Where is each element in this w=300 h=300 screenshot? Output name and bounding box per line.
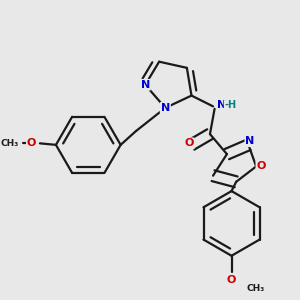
Text: CH₃: CH₃ [0, 139, 18, 148]
Text: -H: -H [224, 100, 236, 110]
Text: O: O [227, 275, 236, 285]
Text: N: N [245, 136, 255, 146]
Text: N: N [217, 100, 226, 110]
Text: O: O [256, 161, 266, 171]
Text: O: O [184, 138, 194, 148]
Text: N: N [141, 80, 150, 90]
Text: CH₃: CH₃ [247, 284, 265, 293]
Text: N: N [161, 103, 170, 113]
Text: O: O [27, 138, 36, 148]
